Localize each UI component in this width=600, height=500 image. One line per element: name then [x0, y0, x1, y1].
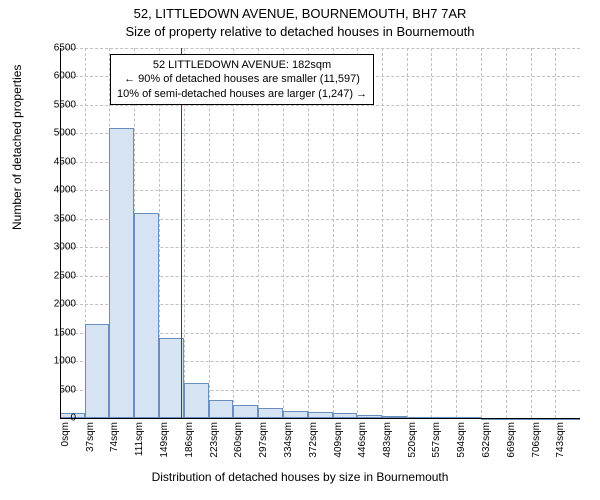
x-tick-label: 74sqm: [109, 422, 120, 472]
x-tick-label: 223sqm: [209, 422, 220, 472]
chart-container: { "chart": { "type": "histogram", "title…: [0, 0, 600, 500]
x-tick-label: 334sqm: [283, 422, 294, 472]
histogram-bar: [283, 411, 308, 418]
histogram-bar: [209, 400, 234, 418]
x-tick-label: 594sqm: [456, 422, 467, 472]
x-tick-label: 557sqm: [431, 422, 442, 472]
x-axis-line: [60, 418, 580, 419]
x-tick-label: 297sqm: [258, 422, 269, 472]
y-tick-label: 4000: [54, 185, 76, 196]
chart-title-1: 52, LITTLEDOWN AVENUE, BOURNEMOUTH, BH7 …: [0, 6, 600, 21]
x-tick-label: 37sqm: [85, 422, 96, 472]
x-tick-label: 149sqm: [159, 422, 170, 472]
gridline-v: [531, 48, 532, 418]
annotation-line-3: 10% of semi-detached houses are larger (…: [117, 87, 367, 101]
chart-title-2: Size of property relative to detached ho…: [0, 24, 600, 39]
x-tick-label: 186sqm: [184, 422, 195, 472]
gridline-h: [60, 162, 580, 163]
y-tick-label: 5500: [54, 99, 76, 110]
y-tick-label: 3000: [54, 242, 76, 253]
gridline-v: [506, 48, 507, 418]
y-tick-label: 4500: [54, 156, 76, 167]
gridline-v: [481, 48, 482, 418]
x-tick-label: 706sqm: [531, 422, 542, 472]
y-tick-label: 3500: [54, 213, 76, 224]
histogram-bar: [85, 324, 110, 418]
histogram-bar: [134, 213, 159, 418]
annotation-box: 52 LITTLEDOWN AVENUE: 182sqm ← 90% of de…: [110, 54, 374, 105]
x-tick-label: 743sqm: [555, 422, 566, 472]
histogram-bar: [233, 405, 258, 418]
x-tick-label: 260sqm: [233, 422, 244, 472]
x-tick-label: 520sqm: [407, 422, 418, 472]
gridline-h: [60, 105, 580, 106]
y-tick-label: 500: [59, 384, 76, 395]
histogram-bar: [258, 408, 283, 418]
x-tick-label: 0sqm: [60, 422, 71, 472]
y-tick-label: 2500: [54, 270, 76, 281]
y-tick-label: 1500: [54, 327, 76, 338]
x-tick-label: 111sqm: [134, 422, 145, 472]
x-tick-label: 483sqm: [382, 422, 393, 472]
y-tick-label: 0: [70, 413, 76, 424]
gridline-v: [456, 48, 457, 418]
x-tick-label: 446sqm: [357, 422, 368, 472]
gridline-v: [431, 48, 432, 418]
y-tick-label: 1000: [54, 356, 76, 367]
histogram-bar: [159, 338, 184, 418]
x-tick-label: 632sqm: [481, 422, 492, 472]
y-tick-label: 5000: [54, 128, 76, 139]
gridline-v: [555, 48, 556, 418]
y-tick-label: 2000: [54, 299, 76, 310]
y-tick-label: 6500: [54, 43, 76, 54]
x-tick-label: 409sqm: [333, 422, 344, 472]
gridline-v: [382, 48, 383, 418]
histogram-bar: [184, 383, 209, 418]
gridline-h: [60, 48, 580, 49]
gridline-v: [407, 48, 408, 418]
x-tick-label: 372sqm: [308, 422, 319, 472]
x-tick-label: 669sqm: [506, 422, 517, 472]
gridline-h: [60, 190, 580, 191]
y-tick-label: 6000: [54, 71, 76, 82]
annotation-line-2: ← 90% of detached houses are smaller (11…: [117, 72, 367, 86]
y-axis-label: Number of detached properties: [10, 65, 24, 230]
gridline-h: [60, 133, 580, 134]
annotation-line-1: 52 LITTLEDOWN AVENUE: 182sqm: [117, 58, 367, 72]
histogram-bar: [109, 128, 134, 418]
x-axis-label: Distribution of detached houses by size …: [0, 470, 600, 484]
